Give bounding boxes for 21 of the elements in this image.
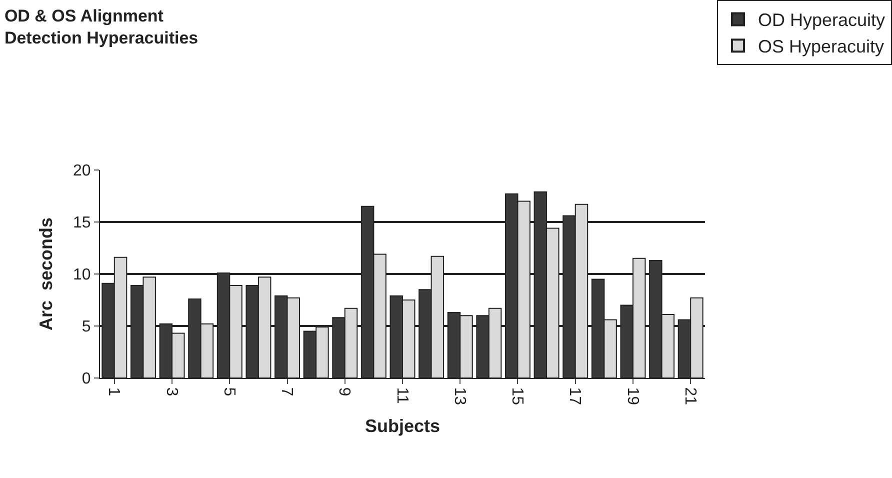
x-tick-label: 21	[681, 387, 698, 406]
y-tick-label: 15	[73, 214, 91, 232]
chart-title: OD & OS Alignment Detection Hyperacuities	[4, 6, 198, 48]
y-axis-title: Arc seconds	[36, 217, 56, 331]
y-tick-label: 20	[73, 162, 91, 180]
y-tick-label: 5	[82, 318, 91, 336]
x-tick-label: 5	[220, 387, 238, 396]
x-tick-label: 7	[278, 387, 296, 396]
x-axis-title: Subjects	[364, 416, 440, 436]
x-tick-label: 13	[450, 387, 468, 406]
x-tick-label: 1	[105, 387, 122, 396]
x-tick-label: 19	[624, 387, 641, 406]
x-tick-label: 3	[162, 387, 180, 396]
legend-label: OD Hyperacuity	[758, 10, 886, 30]
x-tick-label: 9	[336, 387, 353, 396]
x-tick-label: 15	[508, 387, 526, 406]
x-tick-label: 11	[393, 387, 410, 404]
legend-label: OS Hyperacuity	[758, 36, 884, 57]
x-tick-label: 17	[566, 387, 584, 406]
y-tick-label: 0	[82, 370, 91, 388]
y-tick-label: 10	[73, 266, 91, 284]
